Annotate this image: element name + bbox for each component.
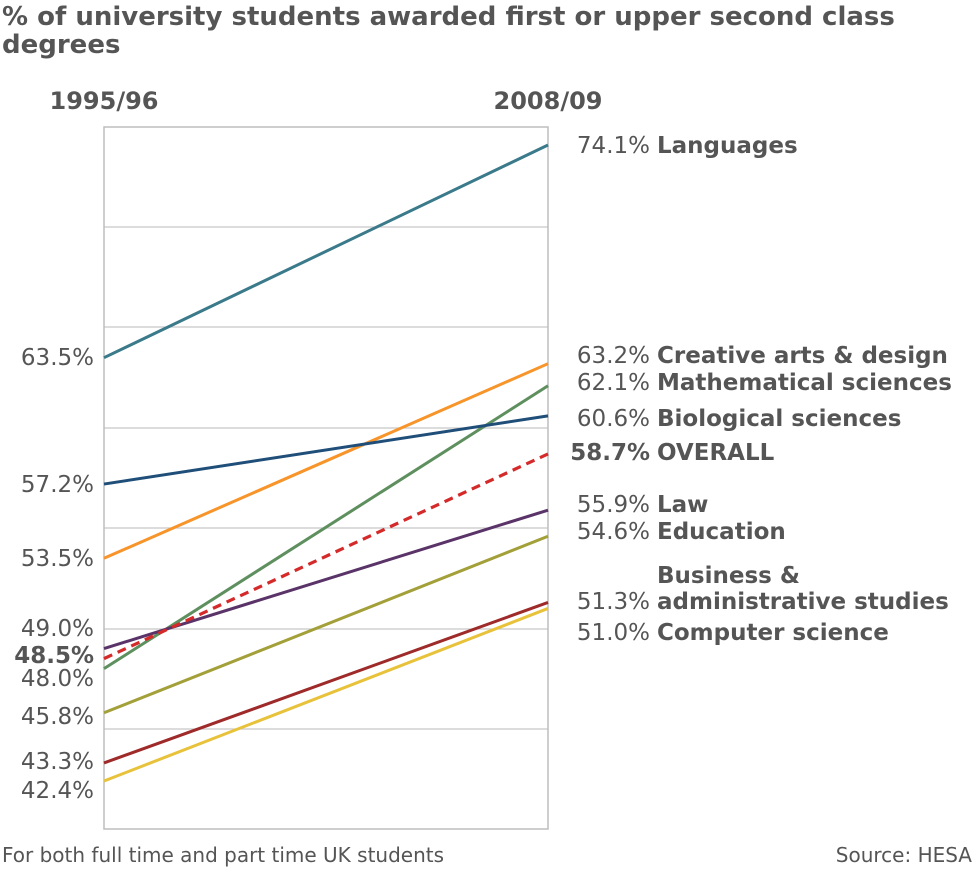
series-line-languages	[103, 143, 549, 360]
series-name-languages: Languages	[657, 133, 798, 159]
x-label-end: 2008/09	[494, 87, 603, 115]
series-name-mathematical-sciences: Mathematical sciences	[657, 370, 952, 396]
right-value-education: 54.6%	[577, 519, 650, 545]
right-value-business-and-administrative-studies: 51.3%	[577, 589, 650, 615]
series-lines	[103, 143, 549, 783]
series-name-law: Law	[657, 492, 708, 518]
series-name-biological-sciences: Biological sciences	[657, 406, 901, 432]
series-name-business-and-administrative-studies-line-1: Business &	[657, 563, 800, 589]
series-name-business-and-administrative-studies-line-2: administrative studies	[657, 589, 949, 615]
right-value-creative-arts-and-design: 63.2%	[577, 343, 650, 369]
right-value-law: 55.9%	[577, 492, 650, 518]
series-name-creative-arts-and-design: Creative arts & design	[657, 343, 948, 369]
left-value-labels: 63.5% 53.5% 48.0% 57.2% 48.5%49.0% 45.8% 43.3%…	[14, 345, 94, 804]
right-value-languages: 74.1%	[577, 133, 650, 159]
right-value-biological-sciences: 60.6%	[577, 406, 650, 432]
right-labels: 74.1% Languages 63.2% Creative arts & desig…	[570, 133, 952, 646]
series-line-business-and-administrative-studies	[103, 601, 549, 765]
series-line-creative-arts-and-design	[103, 362, 549, 560]
left-value-languages: 63.5%	[21, 345, 94, 371]
footnote: For both full time and part time UK stud…	[2, 843, 444, 867]
left-value-overall: 48.5%	[14, 643, 94, 669]
chart-title-line-1: % of university students awarded first o…	[2, 2, 895, 32]
left-value-biological-sciences: 57.2%	[21, 472, 94, 498]
left-value-creative-arts-and-design: 53.5%	[21, 546, 94, 572]
left-value-computer-science: 42.4%	[21, 778, 94, 804]
series-name-computer-science: Computer science	[657, 620, 889, 646]
series-line-biological-sciences	[103, 414, 549, 486]
right-value-computer-science: 51.0%	[577, 620, 650, 646]
series-line-education	[103, 534, 549, 715]
right-value-mathematical-sciences: 62.1%	[577, 370, 650, 396]
source: Source: HESA	[836, 843, 973, 867]
series-line-computer-science	[103, 607, 549, 783]
chart-title-line-2: degrees	[2, 30, 120, 60]
right-value-overall: 58.7%	[570, 440, 650, 466]
x-label-start: 1995/96	[50, 87, 159, 115]
left-value-education: 45.8%	[21, 704, 94, 730]
series-line-mathematical-sciences	[103, 384, 549, 670]
plot-frame	[103, 126, 549, 830]
series-name-education: Education	[657, 519, 786, 545]
series-line-overall	[103, 452, 549, 661]
left-value-law: 49.0%	[21, 616, 94, 642]
gridlines	[104, 226, 548, 730]
series-name-overall: OVERALL	[657, 440, 775, 466]
left-value-mathematical-sciences: 48.0%	[21, 666, 94, 692]
left-value-business-and-administrative-studies: 43.3%	[21, 749, 94, 775]
